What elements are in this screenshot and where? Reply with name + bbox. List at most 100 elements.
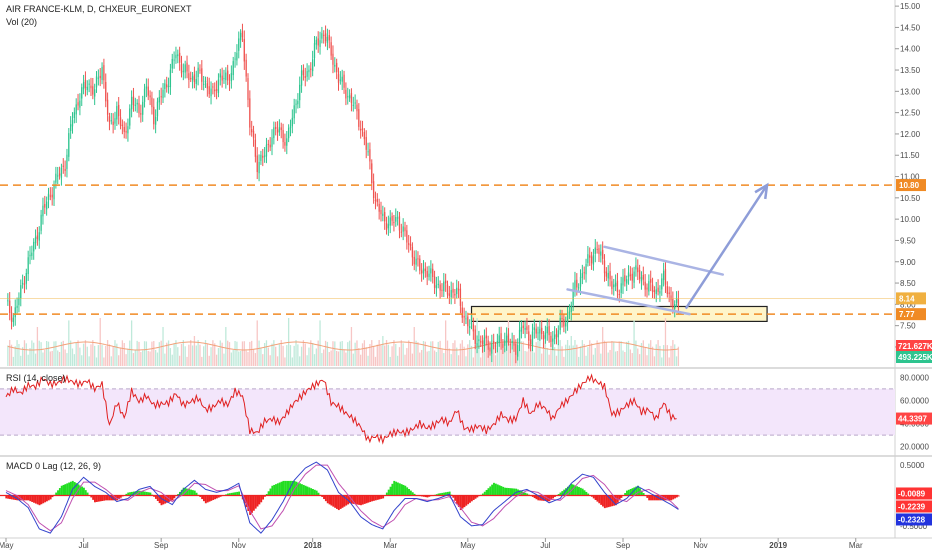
volume-bar	[166, 342, 168, 366]
candle-body	[446, 284, 449, 295]
volume-bar	[57, 350, 59, 366]
macd-histogram-bar	[125, 493, 128, 496]
candle-body	[312, 59, 314, 72]
volume-bar	[302, 340, 305, 366]
candle-body	[154, 116, 157, 125]
candle-body	[173, 59, 175, 61]
volume-bar	[136, 340, 138, 366]
time-tick-label: May	[460, 541, 475, 550]
volume-bar	[337, 351, 340, 366]
candle-body	[295, 103, 297, 105]
price-tag-label: 8.14	[899, 294, 915, 303]
price-candles	[7, 23, 680, 364]
macd-histogram-bar	[29, 495, 32, 502]
time-tick-label: Jul	[540, 541, 550, 550]
candle-body	[7, 300, 9, 302]
candle-body	[670, 295, 672, 301]
candle-body	[609, 271, 611, 280]
macd-histogram-bar	[94, 495, 96, 503]
macd-value-tag	[896, 487, 932, 500]
candle-body	[101, 66, 103, 80]
volume-bar	[212, 340, 214, 366]
macd-histogram-bar	[393, 480, 396, 496]
candle-body	[574, 280, 576, 290]
time-axis[interactable]: May Jul Sep Nov 2018 Mar May Jul Sep Nov 2019 Mar	[0, 538, 863, 550]
candle-body	[79, 100, 81, 108]
macd-histogram-bar	[138, 490, 141, 496]
volume-bar	[271, 343, 273, 366]
candle-body	[156, 101, 159, 117]
macd-histogram-bar	[548, 495, 551, 502]
volume-bar	[175, 340, 177, 366]
candle-body	[387, 224, 390, 229]
volume-bar	[602, 326, 604, 366]
candle-body	[71, 120, 74, 127]
volume-bar	[286, 345, 288, 366]
macd-histogram-bar	[372, 495, 375, 501]
candle-body	[302, 69, 305, 76]
volume-bar	[590, 343, 593, 366]
volume-bar	[110, 356, 112, 366]
macd-histogram-bar	[443, 492, 446, 496]
volume-bar	[317, 340, 319, 366]
candle-body	[287, 127, 290, 139]
macd-histogram-bar	[356, 495, 359, 505]
volume-bar	[367, 355, 369, 366]
candle-body	[162, 89, 164, 99]
volume-bar	[398, 347, 401, 366]
candle-body	[182, 70, 184, 72]
macd-histogram-bar	[626, 490, 628, 496]
volume-bar	[238, 351, 240, 366]
price-tags: 10.80 8.14 7.77 721.627K 493.225K	[896, 179, 932, 363]
volume-bar	[358, 348, 360, 366]
macd-histogram-bar	[378, 495, 381, 500]
macd-histogram-bar	[675, 495, 678, 498]
volume-bar	[579, 346, 582, 366]
volume-bar	[14, 346, 16, 366]
macd-histogram-bar	[38, 495, 41, 506]
macd-histogram-bar	[251, 495, 253, 513]
volume-bar	[31, 340, 33, 366]
price-tick-label: 7.50	[900, 322, 916, 331]
volume-bar	[289, 345, 292, 366]
price-tick-label: 13.50	[900, 66, 921, 75]
macd-histogram-bar	[230, 492, 233, 496]
symbol-title: AIR FRANCE-KLM, D, CHXEUR_EURONEXT	[6, 4, 192, 14]
volume-tag-label: 493.225K	[898, 353, 932, 362]
volume-bar	[522, 341, 524, 366]
volume-bar	[42, 352, 44, 366]
macd-histogram-bar	[666, 495, 669, 501]
macd-histogram-bar	[583, 490, 586, 496]
price-axis[interactable]: 15.00 14.50 14.00 13.50 13.00 12.50 12.00 11.50…	[895, 2, 921, 352]
volume-bar	[428, 350, 430, 366]
volume-bar	[415, 340, 417, 366]
candle-body	[511, 340, 513, 343]
candle-body	[613, 284, 615, 288]
candle-body	[53, 184, 55, 200]
volume-bar	[92, 340, 94, 366]
volume-bar	[350, 327, 353, 366]
volume-bar	[441, 349, 443, 366]
volume-bar	[651, 346, 654, 366]
candle-body	[376, 198, 378, 203]
candle-body	[68, 133, 70, 157]
candle-body	[518, 329, 521, 344]
candle-body	[341, 76, 343, 82]
volume-bar	[147, 350, 149, 366]
macd-histogram-bar	[203, 495, 205, 502]
macd-histogram-bar	[367, 495, 370, 503]
volume-bar	[64, 349, 66, 366]
volume-bar	[576, 344, 578, 366]
macd-histogram-bar	[531, 495, 534, 497]
macd-histogram-bar	[511, 488, 514, 496]
volume-bar	[249, 341, 251, 366]
volume-bar	[443, 353, 445, 366]
candle-body	[476, 343, 478, 346]
volume-bar	[225, 326, 227, 366]
macd-histogram-bar	[424, 495, 427, 498]
candle-body	[197, 67, 199, 78]
volume-bar	[452, 342, 454, 366]
macd-histogram-bar	[459, 495, 462, 511]
volume-bar	[49, 351, 51, 366]
